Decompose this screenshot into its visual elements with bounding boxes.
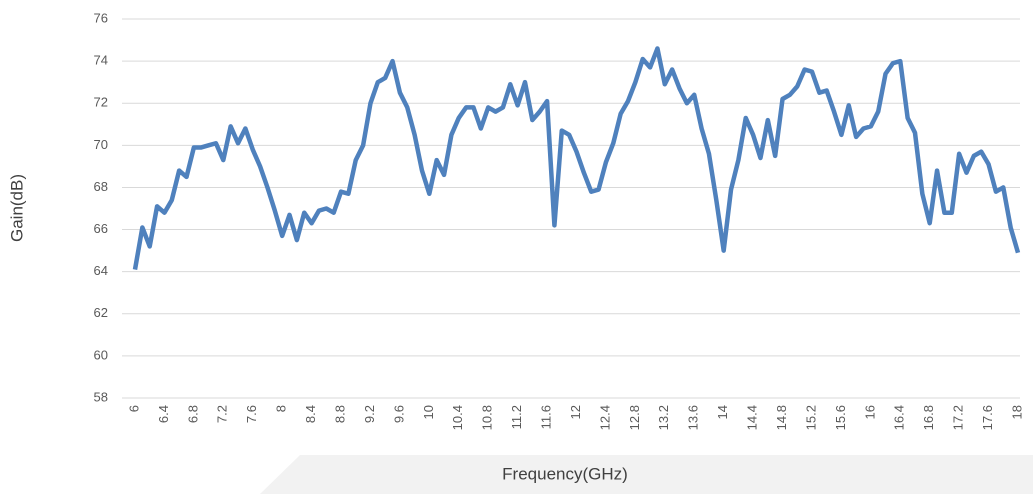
x-tick-label: 13.2 <box>656 405 671 430</box>
x-tick-label: 7.6 <box>244 405 259 423</box>
x-tick-label: 7.2 <box>215 405 230 423</box>
x-tick-label: 14.8 <box>774 405 789 430</box>
x-tick-label: 15.2 <box>803 405 818 430</box>
x-tick-label: 9.6 <box>391 405 406 423</box>
x-tick-label: 12.8 <box>627 405 642 430</box>
x-tick-label: 11.2 <box>509 405 524 429</box>
x-tick-label: 10.4 <box>450 405 465 430</box>
y-axis-title: Gain(dB) <box>7 174 26 242</box>
x-tick-label: 13.6 <box>686 405 701 430</box>
x-tick-label: 11.6 <box>539 405 554 429</box>
x-tick-label: 12 <box>568 405 583 419</box>
y-tick-label: 68 <box>94 179 108 194</box>
x-tick-label: 17.2 <box>951 405 966 430</box>
x-tick-label: 8 <box>274 405 289 412</box>
y-tick-label: 66 <box>94 221 108 236</box>
x-tick-label: 16.4 <box>892 405 907 430</box>
background-band <box>260 455 1033 494</box>
x-tick-label: 6.8 <box>185 405 200 423</box>
x-axis-title: Frequency(GHz) <box>502 464 628 483</box>
data-line <box>132 46 1021 270</box>
x-tick-label: 14.4 <box>745 405 760 430</box>
y-tick-label: 70 <box>94 137 108 152</box>
x-tick-label: 16 <box>862 405 877 419</box>
x-tick-label: 15.6 <box>833 405 848 430</box>
y-tick-label: 60 <box>94 347 108 362</box>
y-tick-label: 76 <box>94 10 108 25</box>
x-tick-label: 8.8 <box>332 405 347 423</box>
x-tick-label: 9.2 <box>362 405 377 423</box>
y-tick-label: 74 <box>94 53 108 68</box>
y-tick-label: 62 <box>94 305 108 320</box>
x-tick-label: 8.4 <box>303 405 318 423</box>
x-tick-label: 17.6 <box>980 405 995 430</box>
x-tick-label: 6 <box>126 405 141 412</box>
x-tick-label: 10 <box>421 405 436 419</box>
y-tick-label: 64 <box>94 263 108 278</box>
x-tick-label: 16.8 <box>921 405 936 430</box>
y-tick-label: 72 <box>94 95 108 110</box>
x-tick-label: 10.8 <box>480 405 495 430</box>
x-tick-label: 6.4 <box>156 405 171 423</box>
x-tick-label: 14 <box>715 405 730 419</box>
x-tick-label: 12.4 <box>597 405 612 430</box>
y-tick-label: 58 <box>94 389 108 404</box>
x-tick-label: 18 <box>1009 405 1024 419</box>
